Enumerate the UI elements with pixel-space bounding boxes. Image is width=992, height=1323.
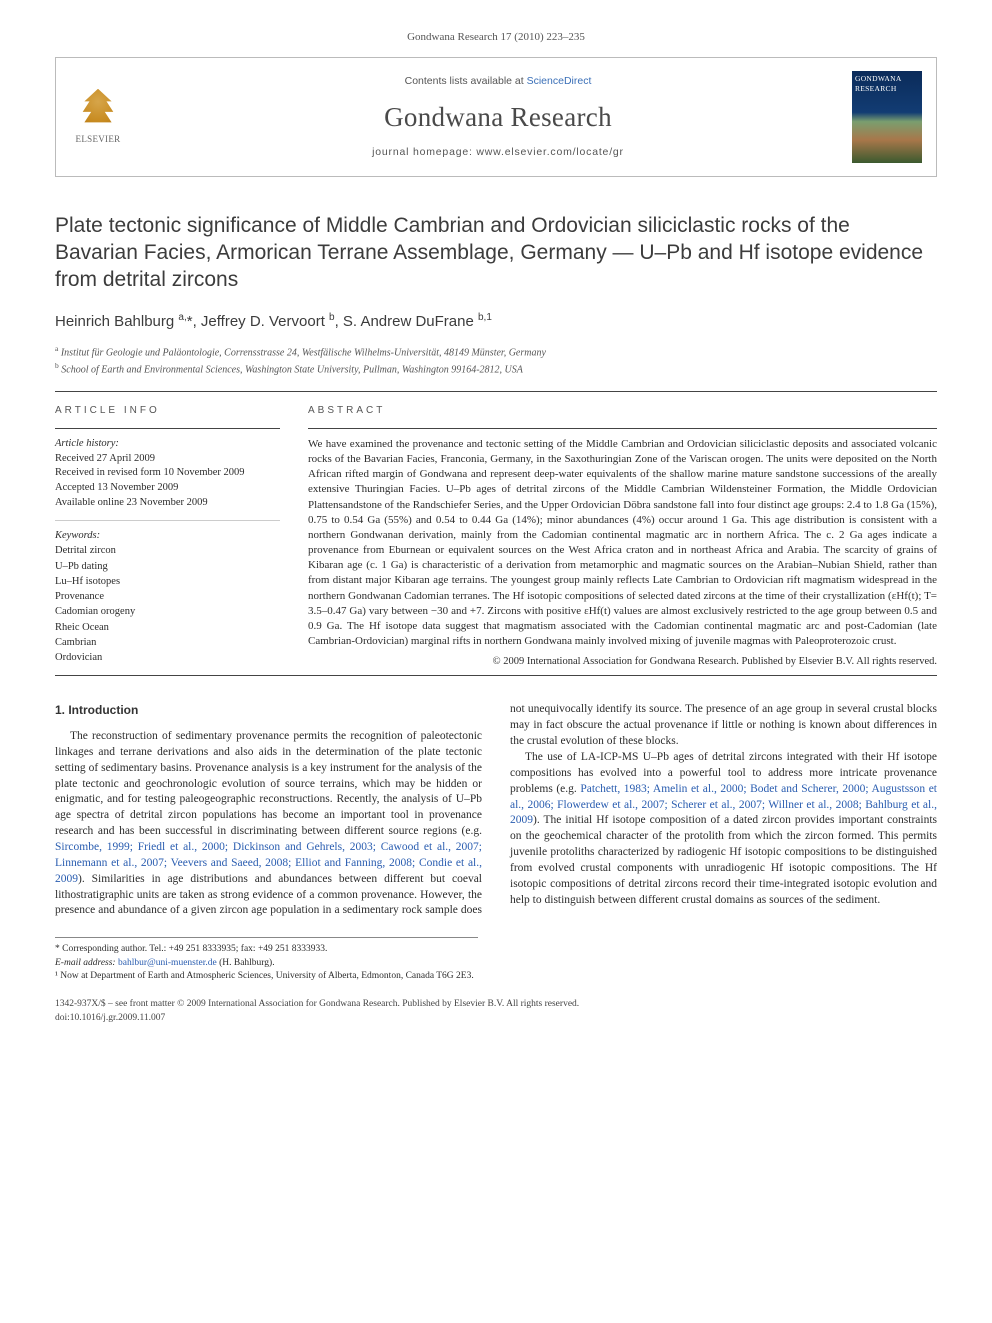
email-line: E-mail address: bahlbur@uni-muenster.de … <box>55 957 478 970</box>
abstract-col: abstract We have examined the provenance… <box>308 404 937 669</box>
kw-0: Detrital zircon <box>55 543 280 558</box>
kw-5: Rheic Ocean <box>55 620 280 635</box>
footer-doi: doi:10.1016/j.gr.2009.11.007 <box>55 1011 937 1025</box>
intro-para-2: The use of LA-ICP-MS U–Pb ages of detrit… <box>510 750 937 909</box>
email-link[interactable]: bahlbur@uni-muenster.de <box>118 958 217 968</box>
kw-3: Provenance <box>55 589 280 604</box>
kw-4: Cadomian orogeny <box>55 604 280 619</box>
history-revised: Received in revised form 10 November 200… <box>55 466 280 481</box>
corresponding-author: * Corresponding author. Tel.: +49 251 83… <box>55 943 478 956</box>
section-heading-intro: 1. Introduction <box>55 702 482 719</box>
abstract-heading: abstract <box>308 404 937 418</box>
article-info-col: article info Article history: Received 2… <box>55 404 280 669</box>
article-title: Plate tectonic significance of Middle Ca… <box>55 213 937 294</box>
history-online: Available online 23 November 2009 <box>55 496 280 511</box>
footer-line-1: 1342-937X/$ – see front matter © 2009 In… <box>55 997 937 1011</box>
journal-cover-thumb: GONDWANA RESEARCH <box>852 71 922 163</box>
journal-title: Gondwana Research <box>144 99 852 135</box>
author-line: Heinrich Bahlburg a,*, Jeffrey D. Vervoo… <box>55 311 937 332</box>
rule-bottom <box>55 675 937 676</box>
page-footer: 1342-937X/$ – see front matter © 2009 In… <box>55 997 937 1026</box>
history-label: Article history: <box>55 437 280 452</box>
elsevier-tree-icon <box>81 89 115 131</box>
cover-title: GONDWANA RESEARCH <box>855 74 919 94</box>
abstract-rule <box>308 428 937 429</box>
contents-listing: Contents lists available at ScienceDirec… <box>144 74 852 88</box>
sciencedirect-link[interactable]: ScienceDirect <box>527 75 592 87</box>
abstract-body: We have examined the provenance and tect… <box>308 437 937 649</box>
history-accepted: Accepted 13 November 2009 <box>55 481 280 496</box>
publisher-name: ELSEVIER <box>76 133 121 145</box>
kw-1: U–Pb dating <box>55 559 280 574</box>
article-history: Article history: Received 27 April 2009 … <box>55 437 280 510</box>
masthead-center: Contents lists available at ScienceDirec… <box>144 74 852 159</box>
publisher-logo: ELSEVIER <box>70 81 126 153</box>
email-label: E-mail address: <box>55 958 118 968</box>
abstract-copyright: © 2009 International Association for Gon… <box>308 655 937 669</box>
keywords-list: Detrital zircon U–Pb dating Lu–Hf isotop… <box>55 543 280 665</box>
running-head: Gondwana Research 17 (2010) 223–235 <box>55 30 937 45</box>
affiliations: a Institut für Geologie und Paläontologi… <box>55 343 937 378</box>
article-body: 1. Introduction The reconstruction of se… <box>55 702 937 919</box>
keywords-label: Keywords: <box>55 529 280 543</box>
kw-rule <box>55 520 280 521</box>
footnotes: * Corresponding author. Tel.: +49 251 83… <box>55 937 478 983</box>
kw-7: Ordovician <box>55 650 280 665</box>
kw-2: Lu–Hf isotopes <box>55 574 280 589</box>
footnote-now-at: ¹ Now at Department of Earth and Atmosph… <box>55 970 478 983</box>
info-rule <box>55 428 280 429</box>
email-who: (H. Bahlburg). <box>217 958 275 968</box>
rule-top <box>55 391 937 392</box>
listing-prefix: Contents lists available at <box>405 75 527 87</box>
kw-6: Cambrian <box>55 635 280 650</box>
journal-homepage: journal homepage: www.elsevier.com/locat… <box>144 145 852 159</box>
journal-masthead: ELSEVIER Contents lists available at Sci… <box>55 57 937 177</box>
info-abstract-row: article info Article history: Received 2… <box>55 404 937 669</box>
article-info-heading: article info <box>55 404 280 418</box>
affiliation-a: a Institut für Geologie und Paläontologi… <box>55 343 937 360</box>
affiliation-b: b School of Earth and Environmental Scie… <box>55 360 937 377</box>
history-received: Received 27 April 2009 <box>55 452 280 467</box>
